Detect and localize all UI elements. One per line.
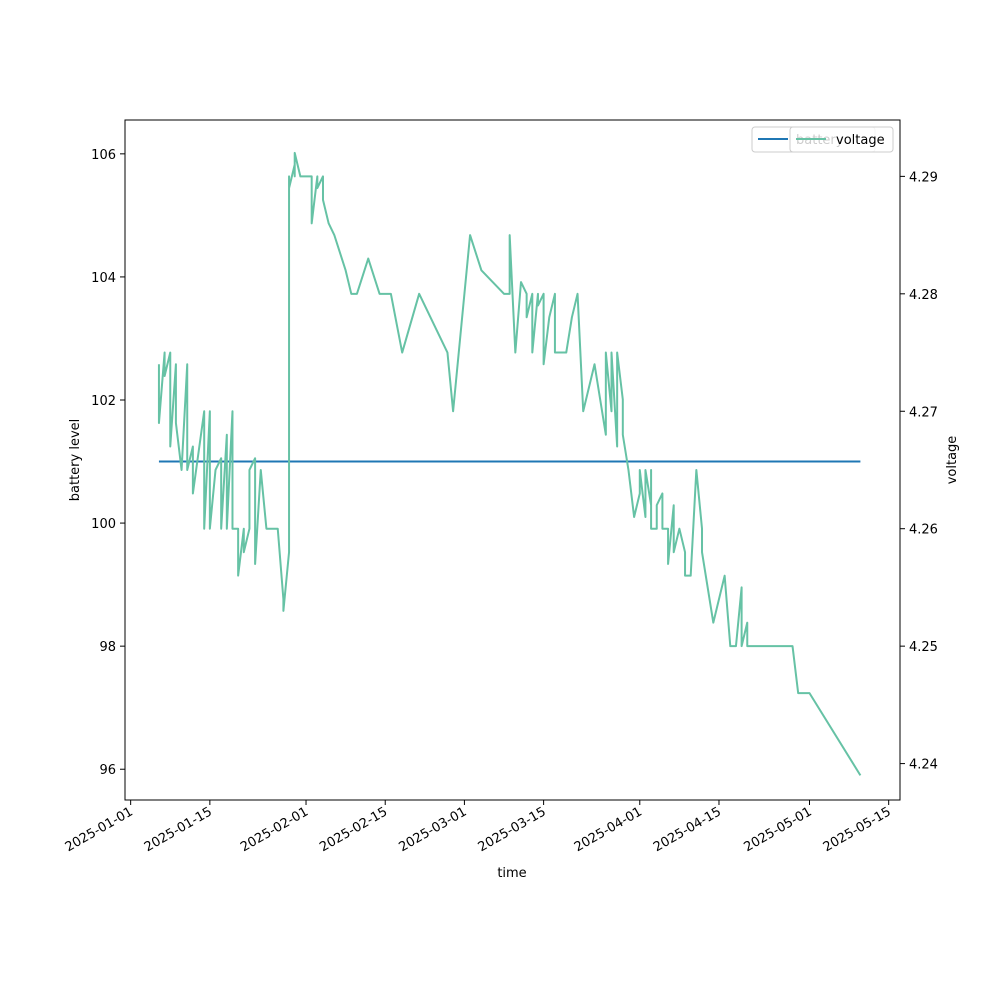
plot-frame xyxy=(124,119,901,801)
x-tick-label: 2025-01-15 xyxy=(142,804,215,855)
legend-voltage-label: voltage xyxy=(836,133,885,148)
y-right-tick-label: 4.25 xyxy=(909,640,938,655)
y-left-tick-label: 102 xyxy=(91,394,116,409)
y-right-tick-label: 4.26 xyxy=(909,523,938,538)
x-axis: 2025-01-01 2025-01-15 2025-02-01 2025-02-15… xyxy=(63,800,894,855)
x-tick-label: 2025-05-15 xyxy=(821,804,894,855)
x-tick-label: 2025-05-01 xyxy=(742,804,815,855)
y-right-tick-label: 4.28 xyxy=(909,288,938,303)
x-axis-label: time xyxy=(497,866,526,881)
y-axis-left-label: battery level xyxy=(68,419,83,502)
x-tick-label: 2025-04-01 xyxy=(572,804,645,855)
series-line-voltage xyxy=(157,151,862,776)
x-tick-label: 2025-03-01 xyxy=(396,804,469,855)
y-left-tick-label: 96 xyxy=(99,763,116,778)
x-tick-label: 2025-03-15 xyxy=(476,804,549,855)
x-tick-label: 2025-04-15 xyxy=(651,804,724,855)
y-left-tick-label: 98 xyxy=(99,640,116,655)
y-axis-right: 4.24 4.25 4.26 4.27 4.28 4.29 xyxy=(900,170,938,773)
y-right-tick-label: 4.29 xyxy=(909,170,938,185)
y-left-tick-label: 100 xyxy=(91,517,116,532)
y-left-tick-label: 104 xyxy=(91,271,116,286)
series-layer xyxy=(157,151,862,776)
y-left-tick-label: 106 xyxy=(91,148,116,163)
y-axis-left: 96 98 100 102 104 106 xyxy=(91,148,125,778)
plot-area xyxy=(125,120,900,800)
legend-voltage: voltage xyxy=(789,126,894,153)
x-tick-label: 2025-01-01 xyxy=(63,804,136,855)
x-tick-label: 2025-02-15 xyxy=(317,804,390,855)
y-axis-right-label: voltage xyxy=(945,436,960,485)
x-tick-label: 2025-02-01 xyxy=(238,804,311,855)
legend-voltage-box xyxy=(789,126,894,153)
y-right-tick-label: 4.24 xyxy=(909,758,938,773)
y-right-tick-label: 4.27 xyxy=(909,405,938,420)
